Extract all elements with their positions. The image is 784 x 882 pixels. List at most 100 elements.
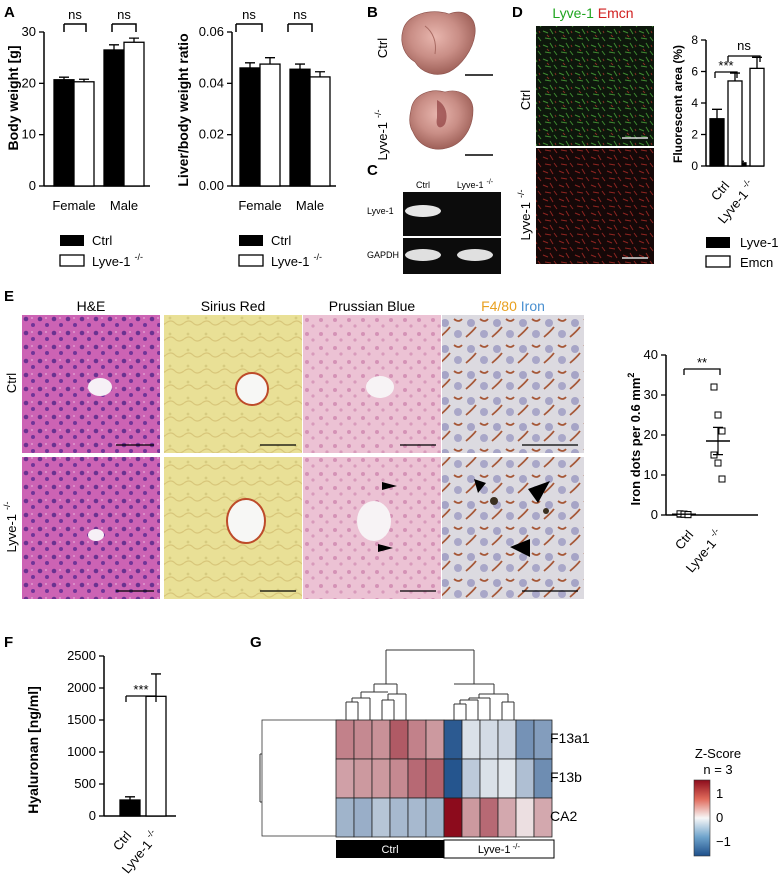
heatmap-cell-1-5: [425, 758, 445, 799]
zscore-tick-neg1: −1: [716, 834, 731, 849]
histo-he-ko: [22, 457, 160, 599]
heatmap-cell-2-6: [443, 797, 463, 838]
heatmap-cell-1-10: [515, 758, 535, 799]
liver-ratio-x-male: Male: [296, 198, 324, 213]
heatmap-cell-0-0: [335, 719, 355, 760]
histo-row-ctrl: Ctrl: [4, 373, 19, 393]
iron-sig: **: [697, 355, 707, 370]
group-label-ko: Lyve-1: [478, 844, 511, 856]
legend-a1: Ctrl Lyve-1 -/-: [59, 233, 143, 269]
body-weight-ns-male: ns: [117, 7, 131, 22]
panel-c-gel: Ctrl Lyve-1 -/- Lyve-1 GAPDH: [367, 179, 501, 274]
fluo-sig: ***: [718, 58, 733, 73]
fluo-tick-label-2: 4: [691, 96, 698, 110]
hyaluronan-tick-label-0: 0: [89, 808, 96, 823]
legend-a1-ko: Lyve-1: [92, 254, 131, 269]
histo-sirius-ctrl: [164, 315, 302, 453]
iron-tick-label-3: 30: [644, 387, 658, 402]
iron-sem-1: [713, 426, 723, 456]
heatmap-cell-0-3: [389, 719, 409, 760]
liver-ratio-ns-female: ns: [242, 7, 256, 22]
panel-f-hyaluronan: Hyaluronan [ng/ml] 05001000150020002500 …: [25, 648, 176, 876]
legend-a2-ko: Lyve-1: [271, 254, 310, 269]
body-weight-err-0-1: [79, 78, 89, 82]
body-weight-tick-label-0: 0: [29, 178, 36, 193]
svg-text:Lyve-1 Emcn: Lyve-1 Emcn: [552, 5, 633, 21]
heatmap-cell-0-10: [515, 719, 535, 760]
svg-text:Lyve-1-/-: Lyve-1-/-: [478, 842, 520, 856]
heatmap-cell-1-1: [353, 758, 373, 799]
arrowhead-icon: [510, 539, 530, 557]
iron-point-1-0: [710, 383, 718, 391]
fluo-bar-1-1: [749, 67, 765, 167]
body-weight-tick-label-1: 10: [22, 127, 36, 142]
hyaluronan-y-label: Hyaluronan [ng/ml]: [25, 686, 41, 814]
liver-ratio-err-1-0: [295, 63, 305, 70]
liver-ko-sup: -/-: [373, 109, 383, 118]
liver-ratio-tick-label-1: 0.02: [199, 127, 224, 142]
body-weight-tick-label-3: 30: [22, 24, 36, 39]
svg-text:Lyve-1-/-: Lyve-1-/-: [92, 252, 143, 269]
iron-x-ko-sup: -/-: [708, 526, 721, 539]
hyaluronan-x-ctrl: Ctrl: [110, 828, 135, 853]
heatmap-cell-0-1: [353, 719, 373, 760]
heatmap-cell-1-6: [443, 758, 463, 799]
fluo-tick-label-0: 0: [691, 159, 698, 173]
histo-header-sirius: Sirius Red: [200, 298, 266, 314]
iron-x-ctrl: Ctrl: [672, 527, 697, 552]
gel-row-lyve1: Lyve-1: [367, 206, 394, 216]
heatmap-cell-2-3: [389, 797, 409, 838]
iron-y-label-sup: 2: [626, 373, 636, 378]
heatmap-cell-0-6: [443, 719, 463, 760]
fluo-image-ctrl: [536, 26, 654, 146]
gel-col-ko-sup: -/-: [487, 179, 494, 186]
heatmap-cell-0-9: [497, 719, 517, 760]
iron-point-1-5: [718, 475, 726, 483]
heatmap-cell-2-10: [515, 797, 535, 838]
body-weight-ns-female: ns: [68, 7, 82, 22]
panel-g-heatmap: F13a1 F13b CA2 Z-Score n = 3 1 0 −1 Ctrl…: [259, 649, 741, 859]
heatmap-cell-0-5: [425, 719, 445, 760]
heatmap-row-ca2: CA2: [550, 808, 577, 824]
liver-ko-label: Lyve-1: [375, 122, 390, 161]
liver-ratio-tick-label-0: 0.00: [199, 178, 224, 193]
fluo-bar-0-0: [709, 118, 725, 167]
heatmap-cell-0-2: [371, 719, 391, 760]
heatmap-cell-1-0: [335, 758, 355, 799]
fluo-row-ko: Lyve-1: [518, 202, 533, 241]
heatmap-cell-1-9: [497, 758, 517, 799]
gel-row-gapdh: GAPDH: [367, 250, 399, 260]
heatmap-cell-1-7: [461, 758, 481, 799]
hyaluronan-tick-label-4: 2000: [67, 680, 96, 695]
histo-header-iron: Iron: [520, 298, 545, 314]
group-label-ko-sup: -/-: [513, 842, 521, 851]
zscore-tick-0: 0: [716, 810, 723, 825]
panel-label-f: F: [4, 634, 14, 651]
gel-band-gapdh-ctrl: [405, 249, 441, 261]
body-weight-bar-1-1: [123, 41, 145, 187]
panel-label-d: D: [512, 4, 523, 21]
histo-row-labels: Ctrl Lyve-1 -/-: [2, 373, 19, 553]
heatmap-cell-2-8: [479, 797, 499, 838]
heatmap-cell-0-7: [461, 719, 481, 760]
hyaluronan-tick-label-2: 1000: [67, 744, 96, 759]
body-weight-y-label: Body weight [g]: [5, 46, 21, 151]
liver-ctrl-label: Ctrl: [375, 38, 390, 58]
heatmap-cell-1-2: [371, 758, 391, 799]
body-weight-chart: Body weight [g] 0 10 20 30 Female Male ns n…: [5, 7, 150, 213]
body-weight-x-female: Female: [52, 198, 95, 213]
heatmap-cell-2-0: [335, 797, 355, 838]
svg-text:Lyve-1-/-: Lyve-1-/-: [2, 501, 19, 552]
histo-row-ko: Lyve-1: [4, 514, 19, 553]
heatmap-cell-1-8: [479, 758, 499, 799]
iron-point-1-2: [718, 427, 726, 435]
svg-text:Lyve-1-/-: Lyve-1-/-: [271, 252, 322, 269]
zscore-title: Z-Score: [695, 746, 741, 761]
panel-label-g: G: [250, 634, 262, 651]
heatmap-row-f13b: F13b: [550, 769, 582, 785]
hyaluronan-sig: ***: [133, 682, 148, 697]
svg-text:Lyve-1-/-: Lyve-1 -/-: [373, 109, 390, 160]
hyaluronan-tick-label-5: 2500: [67, 648, 96, 663]
panel-label-a: A: [4, 4, 15, 21]
column-dendrogram: [345, 649, 515, 720]
